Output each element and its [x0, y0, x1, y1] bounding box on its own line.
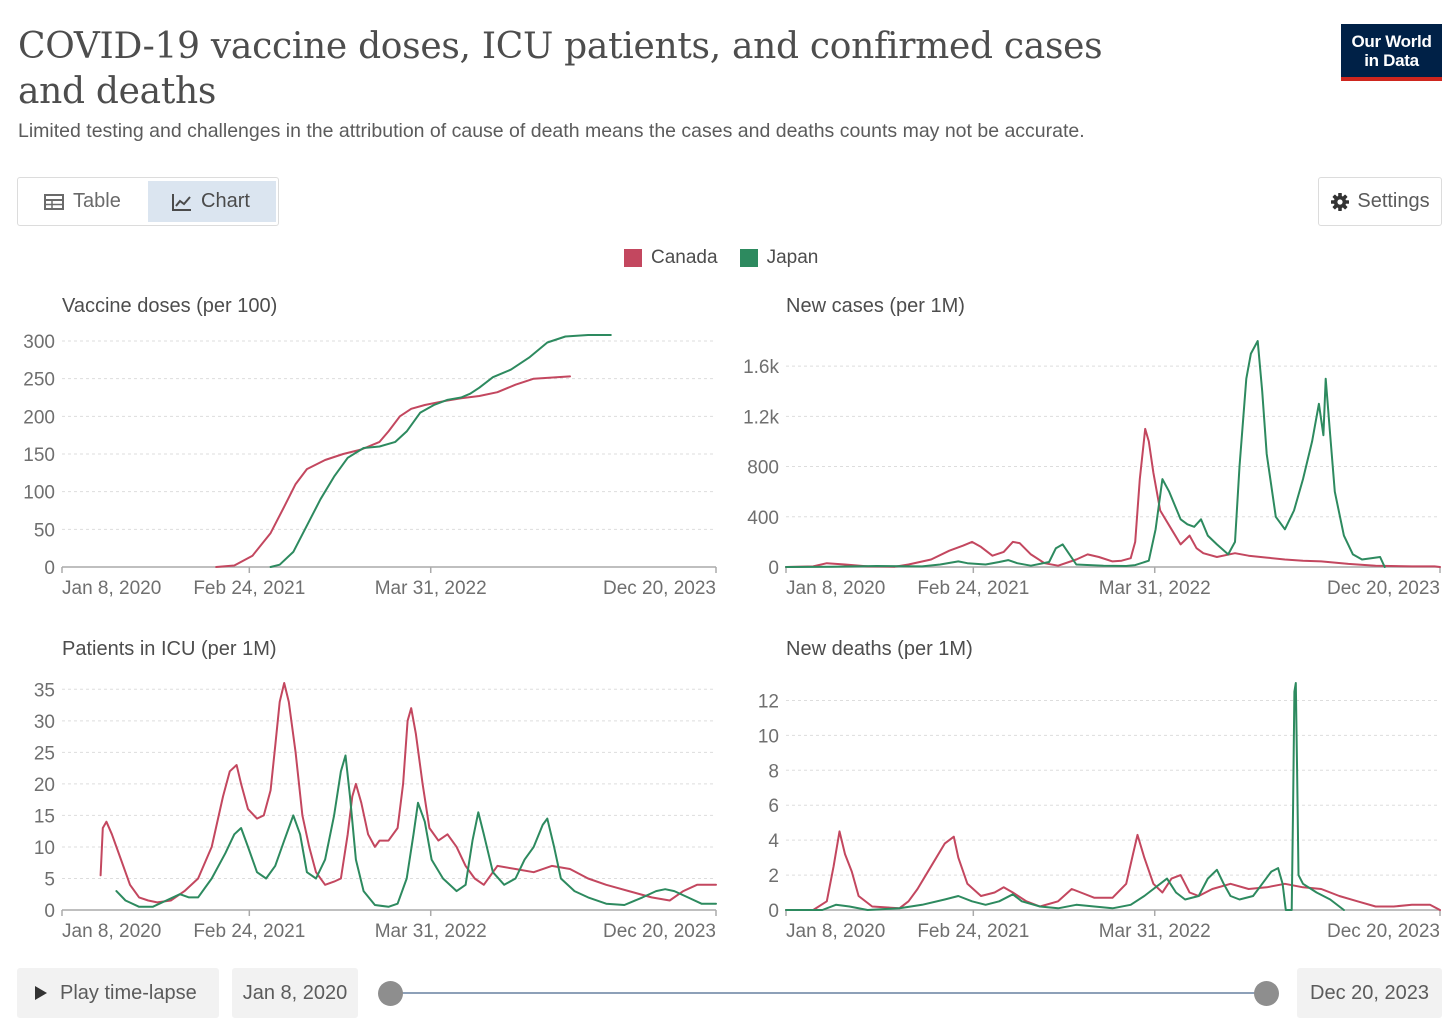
x-tick-label: Jan 8, 2020	[62, 921, 161, 942]
y-tick-label: 6	[768, 796, 779, 817]
y-tick-label: 0	[768, 558, 779, 579]
logo-line-2: in Data	[1364, 51, 1419, 70]
x-tick-label: Feb 24, 2021	[193, 578, 305, 599]
y-tick-label: 35	[34, 680, 55, 701]
y-tick-label: 30	[34, 712, 55, 733]
legend-item-japan[interactable]: Japan	[739, 247, 819, 269]
chart-title: Patients in ICU (per 1M)	[62, 638, 277, 660]
timeline-end-date[interactable]: Dec 20, 2023	[1297, 968, 1442, 1018]
tab-table[interactable]: Table	[44, 181, 121, 222]
legend-swatch-japan	[739, 249, 758, 267]
tab-chart[interactable]: Chart	[148, 181, 276, 222]
y-tick-label: 150	[23, 445, 55, 466]
x-tick-label: Mar 31, 2022	[1099, 921, 1211, 942]
our-world-in-data-logo[interactable]: Our World in Data	[1341, 24, 1442, 81]
y-tick-label: 10	[34, 838, 55, 859]
series-line-canada	[785, 830, 1441, 911]
timeline-start-date[interactable]: Jan 8, 2020	[232, 968, 358, 1018]
chart-title: New cases (per 1M)	[786, 295, 965, 317]
y-tick-label: 2	[768, 866, 779, 887]
tab-chart-label: Chart	[201, 190, 250, 212]
x-tick-label: Jan 8, 2020	[62, 578, 161, 599]
legend-swatch-canada	[624, 249, 642, 267]
x-tick-label: Mar 31, 2022	[375, 578, 487, 599]
play-timelapse-label: Play time-lapse	[60, 981, 197, 1004]
y-tick-label: 20	[34, 775, 55, 796]
y-tick-label: 10	[758, 726, 779, 747]
y-tick-label: 100	[23, 483, 55, 504]
x-tick-label: Mar 31, 2022	[1099, 578, 1211, 599]
x-tick-label: Feb 24, 2021	[193, 921, 305, 942]
chart-panel-1: Vaccine doses (per 100) 0 50 100 150 200 250 30…	[23, 295, 717, 599]
timeline-slider-track[interactable]	[390, 992, 1266, 994]
y-tick-label: 200	[23, 407, 55, 428]
chart-panel-2: New cases (per 1M) 0 400 800 1.2k 1.6k Jan 8, …	[743, 295, 1441, 599]
series-line-japan	[785, 340, 1386, 568]
x-tick-label: Mar 31, 2022	[375, 921, 487, 942]
chart-panel-4: New deaths (per 1M) 0 2 4 6 8 10 12 Jan 8, 2020 F…	[758, 638, 1441, 942]
x-tick-label: Dec 20, 2023	[1327, 921, 1440, 942]
series-line-canada	[215, 375, 571, 568]
series-line-canada	[99, 682, 717, 904]
chart-title: New deaths (per 1M)	[786, 638, 973, 660]
gear-icon	[1331, 192, 1350, 211]
view-tabs: Table Chart	[17, 177, 279, 226]
y-tick-label: 15	[34, 806, 55, 827]
timeline-start-handle[interactable]	[377, 981, 403, 1006]
chart-panel-3: Patients in ICU (per 1M) 0 5 10 15 20 25 30 35 Ja…	[34, 638, 717, 942]
series-line-japan	[115, 754, 717, 908]
chart-legend: Canada Japan	[624, 247, 818, 269]
y-tick-label: 4	[768, 831, 779, 852]
line-chart-icon	[172, 193, 191, 211]
timeline-end-handle[interactable]	[1253, 981, 1279, 1006]
x-tick-label: Jan 8, 2020	[786, 578, 885, 599]
x-tick-label: Feb 24, 2021	[917, 578, 1029, 599]
y-tick-label: 800	[747, 458, 779, 479]
y-tick-label: 25	[34, 743, 55, 764]
series-line-japan	[785, 682, 1345, 911]
y-tick-label: 300	[23, 332, 55, 353]
series-line-canada	[785, 427, 1441, 568]
y-tick-label: 12	[758, 691, 779, 712]
y-tick-label: 1.6k	[743, 357, 779, 378]
y-tick-label: 1.2k	[743, 407, 779, 428]
y-tick-label: 400	[747, 508, 779, 529]
x-tick-label: Dec 20, 2023	[603, 578, 716, 599]
play-icon	[35, 986, 47, 1000]
legend-item-canada[interactable]: Canada	[624, 247, 718, 269]
legend-label-japan: Japan	[766, 247, 819, 268]
y-tick-label: 8	[768, 761, 779, 782]
y-tick-label: 0	[44, 558, 55, 579]
x-tick-label: Dec 20, 2023	[603, 921, 716, 942]
chart-title: Vaccine doses (per 100)	[62, 295, 277, 317]
y-tick-label: 0	[768, 901, 779, 922]
play-timelapse-button[interactable]: Play time-lapse	[17, 968, 219, 1018]
y-tick-label: 5	[44, 869, 55, 890]
x-tick-label: Feb 24, 2021	[917, 921, 1029, 942]
charts-area: Vaccine doses (per 100)05010015020025030…	[23, 295, 1441, 942]
x-tick-label: Dec 20, 2023	[1327, 578, 1440, 599]
y-tick-label: 0	[44, 901, 55, 922]
legend-label-canada: Canada	[651, 247, 718, 268]
logo-line-1: Our World	[1351, 32, 1432, 51]
y-tick-label: 50	[34, 520, 55, 541]
page-subtitle: Limited testing and challenges in the at…	[18, 120, 1085, 142]
page-title: COVID-19 vaccine doses, ICU patients, an…	[18, 26, 1103, 112]
tab-table-label: Table	[73, 190, 121, 212]
table-icon	[44, 193, 64, 210]
y-tick-label: 250	[23, 370, 55, 391]
settings-label: Settings	[1357, 190, 1430, 212]
series-line-japan	[269, 334, 612, 568]
settings-button[interactable]: Settings	[1318, 177, 1442, 226]
x-tick-label: Jan 8, 2020	[786, 921, 885, 942]
